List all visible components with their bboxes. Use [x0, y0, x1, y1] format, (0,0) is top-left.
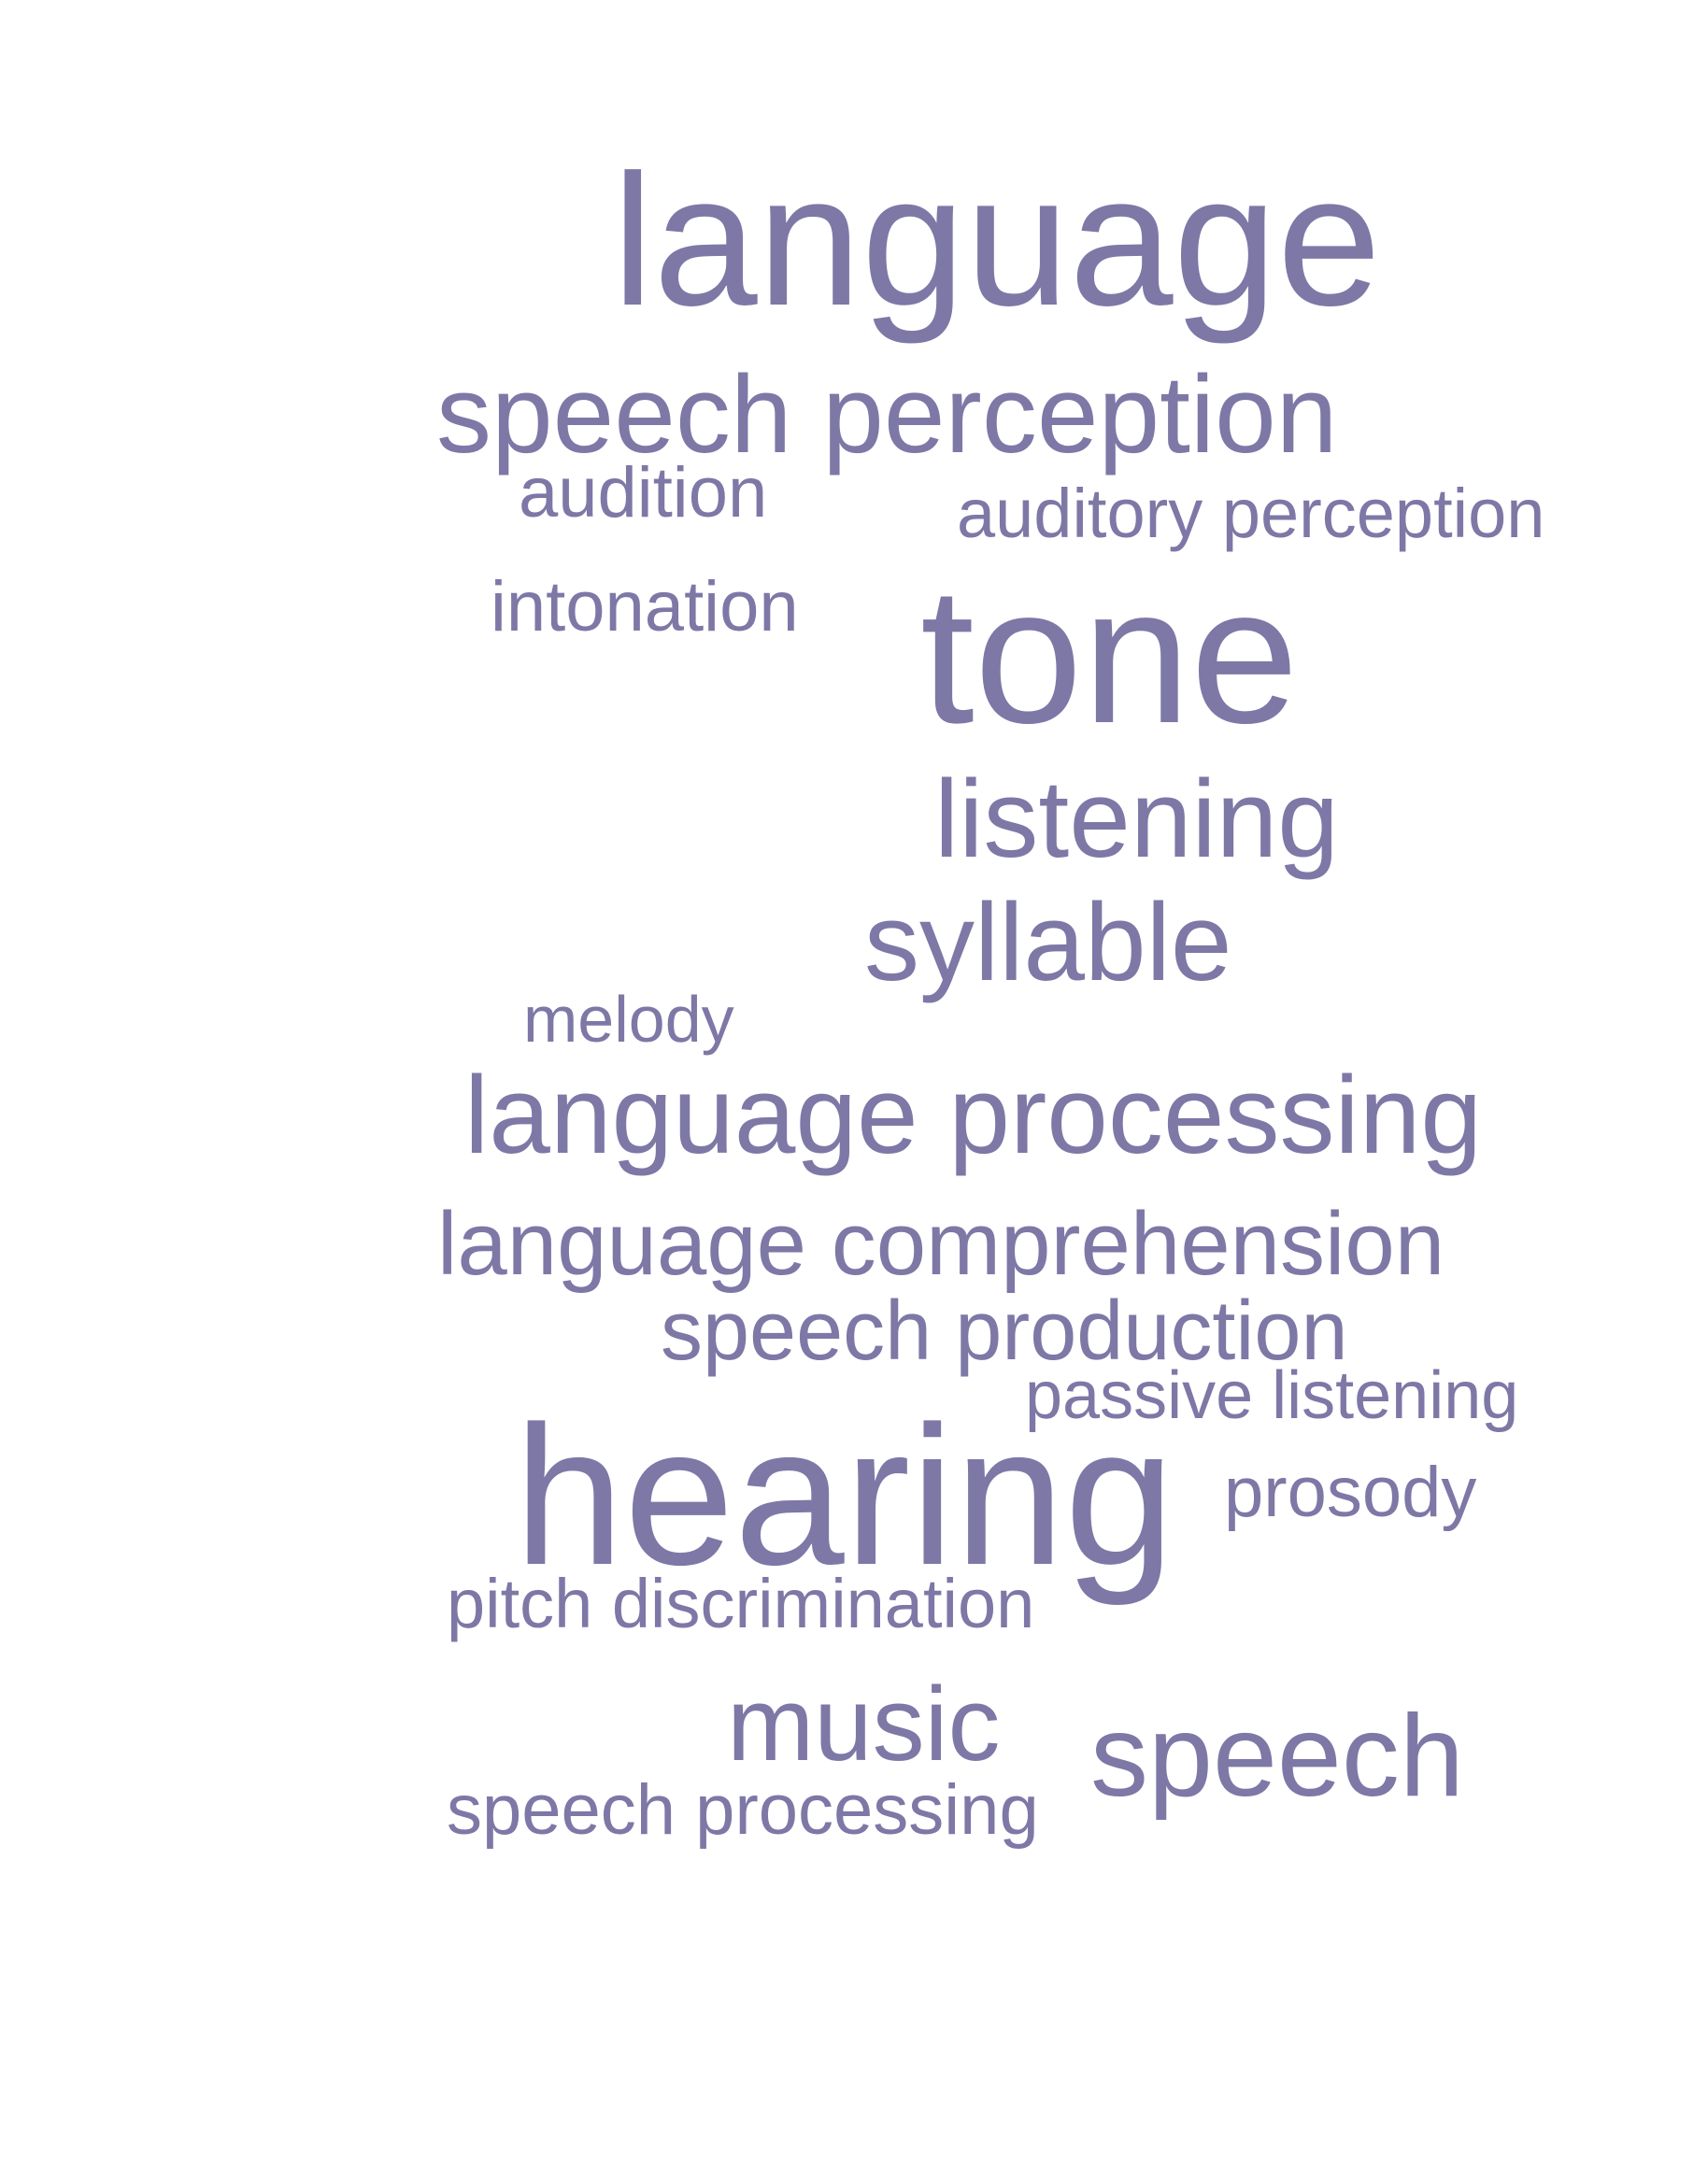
cloud-word: speech [1090, 1692, 1464, 1821]
cloud-word: speech processing [447, 1770, 1039, 1850]
cloud-word: auditory perception [957, 475, 1545, 552]
cloud-word: intonation [491, 567, 799, 646]
cloud-word: tone [920, 547, 1299, 764]
cloud-word: language processing [464, 1054, 1483, 1177]
cloud-word: listening [934, 758, 1339, 881]
cloud-word: pitch discrimination [447, 1565, 1035, 1642]
cloud-word: speech perception [436, 353, 1338, 476]
cloud-word: hearing [514, 1384, 1175, 1606]
cloud-word: speech production [661, 1285, 1348, 1378]
cloud-word: audition [519, 453, 768, 532]
cloud-word: prosody [1224, 1453, 1477, 1532]
cloud-word: language [612, 136, 1382, 345]
cloud-word: passive listening [1025, 1358, 1519, 1433]
cloud-word: syllable [864, 881, 1232, 1004]
cloud-word: music [727, 1666, 1001, 1782]
cloud-word: language comprehension [437, 1194, 1445, 1294]
cloud-word: melody [523, 983, 734, 1056]
